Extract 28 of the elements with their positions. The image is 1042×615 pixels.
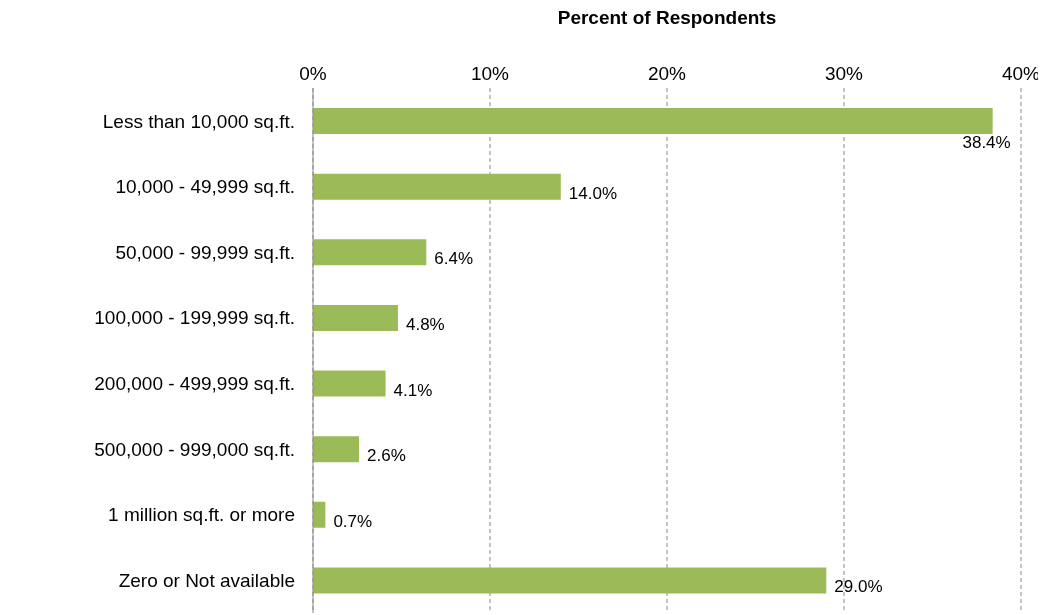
x-tick-label: 0%	[299, 63, 327, 84]
y-tick-label: Zero or Not available	[118, 569, 295, 591]
bar	[313, 436, 360, 463]
data-label: 2.6%	[367, 446, 406, 466]
y-tick-label: Less than 10,000 sq.ft.	[102, 110, 295, 132]
bar	[313, 108, 993, 134]
bar	[313, 239, 427, 266]
data-label: 14.0%	[568, 183, 617, 203]
data-label: 4.1%	[393, 380, 433, 400]
bar	[313, 567, 827, 594]
bar	[313, 304, 398, 331]
x-axis-title: Percent of Respondents	[557, 6, 777, 28]
bar	[313, 173, 561, 200]
y-tick-label: 1 million sq.ft. or more	[108, 504, 295, 526]
x-tick-label: 30%	[824, 63, 864, 84]
y-tick-label: 100,000 - 199,999 sq.ft.	[94, 307, 295, 329]
y-tick-label: 50,000 - 99,999 sq.ft.	[115, 241, 295, 263]
data-label: 6.4%	[434, 249, 474, 269]
x-tick-label: 20%	[647, 63, 687, 84]
data-label: 29.0%	[834, 577, 883, 597]
data-label: 38.4%	[962, 133, 1011, 152]
x-tick-label: 10%	[470, 63, 510, 84]
y-tick-label: 10,000 - 49,999 sq.ft.	[115, 176, 295, 198]
data-label: 4.8%	[405, 314, 445, 334]
y-tick-label: 200,000 - 499,999 sq.ft.	[94, 373, 295, 395]
bar	[313, 370, 386, 397]
data-label: 0.7%	[333, 511, 373, 531]
y-tick-label: 500,000 - 999,000 sq.ft.	[94, 438, 295, 460]
